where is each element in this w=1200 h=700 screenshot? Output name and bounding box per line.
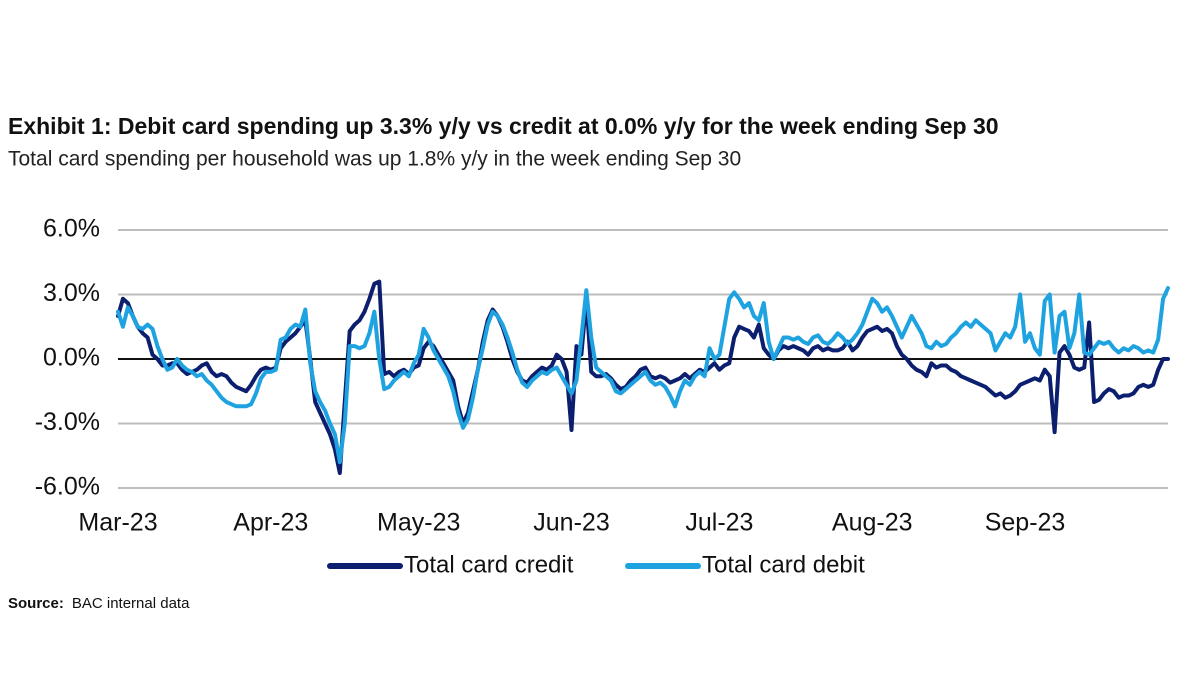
source-label: Source: (8, 595, 64, 612)
legend-label: Total card credit (404, 551, 574, 578)
x-tick-label: Apr-23 (233, 509, 308, 537)
x-tick-label: May-23 (377, 509, 460, 537)
x-tick-label: Aug-23 (832, 509, 913, 537)
chart-title: Exhibit 1: Debit card spending up 3.3% y… (8, 113, 999, 139)
x-tick-label: Jul-23 (685, 509, 753, 537)
legend-label: Total card debit (702, 551, 865, 578)
y-tick-label: 6.0% (43, 215, 100, 243)
x-tick-label: Mar-23 (78, 509, 157, 537)
y-tick-label: 3.0% (43, 279, 100, 307)
y-tick-label: 0.0% (43, 344, 100, 372)
source-text: BAC internal data (72, 595, 190, 612)
source: Source: BAC internal data (8, 595, 190, 612)
y-tick-label: -3.0% (35, 408, 100, 436)
x-tick-label: Jun-23 (533, 509, 609, 537)
x-tick-label: Sep-23 (985, 509, 1066, 537)
y-tick-label: -6.0% (35, 473, 100, 501)
line-series (116, 279, 1170, 475)
chart-subtitle: Total card spending per household was up… (8, 148, 741, 171)
line-series (116, 286, 1170, 465)
